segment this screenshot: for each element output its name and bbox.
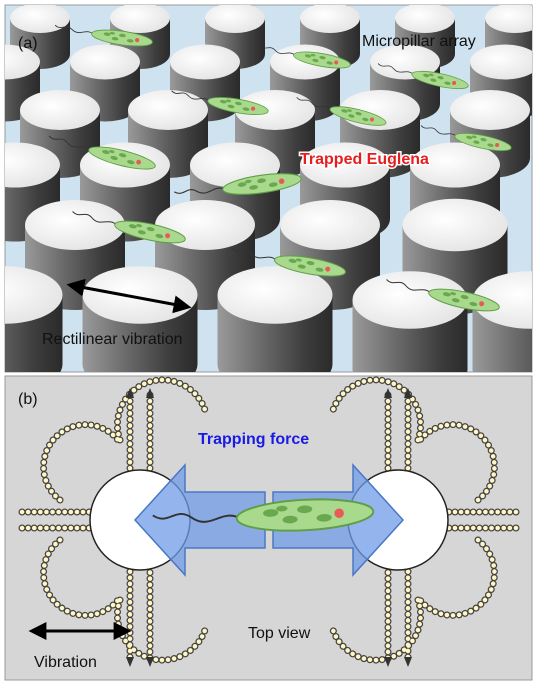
figure: (a) Micropillar array Trapped Euglena Re… bbox=[0, 0, 537, 682]
annotation: Top view bbox=[248, 625, 311, 642]
panel-label: (a) bbox=[18, 35, 38, 52]
panel-label: (b) bbox=[18, 391, 38, 408]
annotation: Vibration bbox=[34, 654, 97, 671]
annotation: Trapped Euglena bbox=[300, 151, 429, 168]
panel-b: (b) Trapping force Top view Vibration bbox=[5, 376, 532, 680]
page: (a) Micropillar array Trapped Euglena Re… bbox=[0, 0, 537, 682]
annotation: Rectilinear vibration bbox=[42, 331, 183, 348]
annotation: Micropillar array bbox=[362, 33, 476, 50]
panel-a: (a) Micropillar array Trapped Euglena Re… bbox=[0, 3, 537, 398]
annotation: Trapping force bbox=[198, 431, 309, 448]
